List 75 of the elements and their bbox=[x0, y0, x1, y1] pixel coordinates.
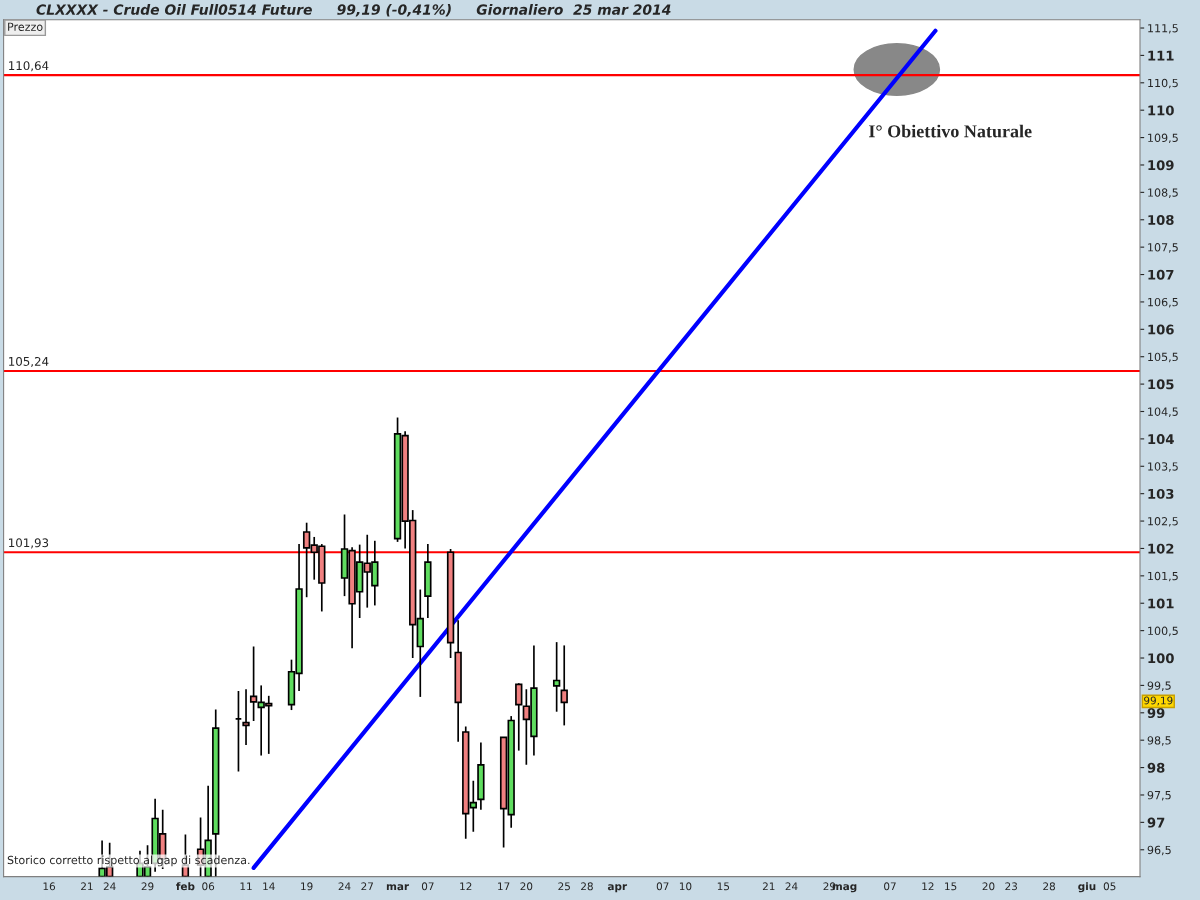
y-tick-label: 110,5 bbox=[1148, 78, 1178, 89]
x-tick-label: 05 bbox=[1103, 882, 1116, 891]
candlestick bbox=[560, 644, 568, 727]
y-tick-label: 106 bbox=[1148, 324, 1174, 335]
y-tick-label: 102,5 bbox=[1148, 517, 1178, 527]
x-tick-label: 24 bbox=[103, 882, 116, 891]
x-tick-label: 24 bbox=[785, 882, 798, 891]
y-tick-label: 101,5 bbox=[1148, 571, 1178, 582]
y-tick-label: 111,5 bbox=[1148, 24, 1178, 34]
x-tick-label: 14 bbox=[263, 882, 275, 891]
x-tick-label: 21 bbox=[762, 882, 775, 891]
x-tick-label: 07 bbox=[421, 882, 434, 891]
x-tick-label: mar bbox=[386, 884, 410, 891]
x-tick-label: 20 bbox=[520, 882, 533, 891]
x-tick-label: 10 bbox=[679, 882, 692, 891]
y-tick-label: 109,5 bbox=[1148, 133, 1178, 144]
x-tick-label: 16 bbox=[43, 882, 56, 891]
x-tick-label: 12 bbox=[460, 882, 472, 891]
x-tick-label: 24 bbox=[338, 882, 351, 891]
x-tick-label: 23 bbox=[1005, 882, 1017, 891]
ref-line-label: 101,93 bbox=[9, 538, 49, 549]
text: 99,19 bbox=[1144, 696, 1173, 706]
x-tick-label: 20 bbox=[982, 882, 995, 891]
y-tick-label: 99 bbox=[1147, 708, 1165, 718]
y-tick-label: 104,5 bbox=[1148, 407, 1178, 418]
y-tick-label: 105 bbox=[1148, 379, 1174, 390]
x-tick-label: 06 bbox=[202, 882, 215, 891]
x-tick-label: 07 bbox=[656, 882, 669, 891]
ref-line-label: 105,24 bbox=[9, 356, 49, 368]
x-tick-label: 27 bbox=[361, 882, 373, 891]
y-tick-label: 97,5 bbox=[1147, 790, 1171, 801]
x-tick-label: 11 bbox=[240, 882, 252, 891]
ref-line-label: 110,64 bbox=[9, 61, 49, 72]
candlestick bbox=[242, 688, 250, 746]
y-tick-label: 99,5 bbox=[1147, 681, 1171, 691]
chart-title: CLXXXX - Crude Oil Full0514 Future 99,19 (-0,41%) Giornaliero 25 mar 2014 bbox=[36, 4, 671, 17]
x-tick-label: 28 bbox=[581, 882, 593, 891]
x-tick-label: 29 bbox=[141, 882, 154, 891]
y-tick-label: 106,5 bbox=[1148, 297, 1178, 308]
y-tick-label: 105,5 bbox=[1148, 352, 1178, 363]
y-tick-label: 98 bbox=[1147, 762, 1165, 773]
annotation: Storico corretto rispetto al gap di scadenza. bbox=[7, 855, 250, 867]
y-tick-label: 109 bbox=[1148, 160, 1174, 171]
y-axis-title: Prezzo bbox=[8, 22, 43, 31]
x-tick-label: apr bbox=[607, 884, 628, 893]
y-tick-label: 107 bbox=[1148, 269, 1174, 280]
x-tick-label: 25 bbox=[558, 882, 570, 891]
candlestick bbox=[515, 682, 523, 752]
y-tick-label: 108 bbox=[1148, 214, 1174, 225]
y-tick-label: 103 bbox=[1148, 488, 1174, 499]
y-tick-label: 101 bbox=[1148, 598, 1174, 609]
y-tick-label: 111 bbox=[1148, 50, 1174, 61]
x-tick-label: 15 bbox=[945, 882, 957, 891]
y-tick-label: 110 bbox=[1148, 105, 1174, 116]
y-tick-label: 104 bbox=[1148, 434, 1174, 445]
y-tick-label: 97 bbox=[1147, 817, 1165, 828]
x-tick-label: 19 bbox=[301, 882, 313, 891]
y-tick-label: 98,5 bbox=[1147, 736, 1171, 746]
y-tick-label: 100 bbox=[1148, 653, 1174, 664]
y-tick-label: 108,5 bbox=[1148, 188, 1178, 198]
x-tick-label: 07 bbox=[884, 882, 896, 891]
x-tick-label: feb bbox=[176, 882, 195, 891]
x-tick-label: giu bbox=[1078, 882, 1096, 893]
y-tick-label: 103,5 bbox=[1148, 462, 1178, 472]
x-tick-label: 17 bbox=[498, 882, 510, 891]
candlestick bbox=[552, 641, 561, 713]
annotation: I° Obiettivo Naturale bbox=[868, 124, 1032, 138]
x-tick-label: 21 bbox=[81, 882, 93, 891]
x-tick-label: 28 bbox=[1043, 882, 1055, 891]
y-tick-label: 96,5 bbox=[1147, 845, 1171, 856]
y-tick-label: 107,5 bbox=[1148, 243, 1178, 253]
x-tick-label: 12 bbox=[922, 882, 934, 891]
x-tick-label: 15 bbox=[717, 882, 730, 891]
y-tick-label: 100,5 bbox=[1148, 626, 1178, 637]
y-tick-label: 102 bbox=[1148, 543, 1174, 554]
